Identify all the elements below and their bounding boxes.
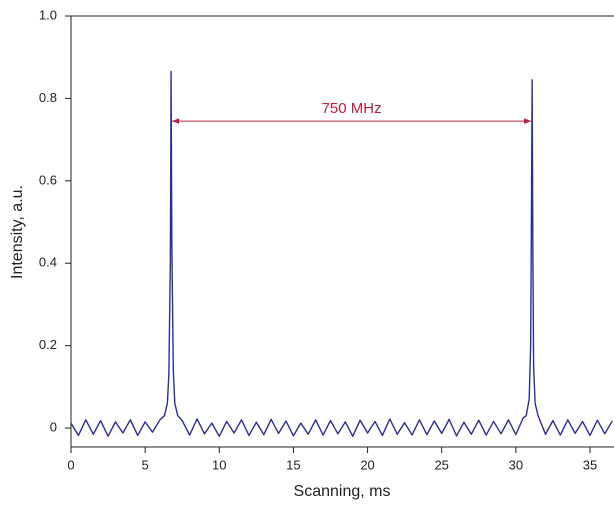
- x-tick-label: 15: [286, 457, 300, 472]
- y-tick-label: 0.6: [39, 172, 57, 187]
- y-tick-label: 0.4: [39, 255, 57, 270]
- x-tick-label: 10: [212, 457, 226, 472]
- x-tick-label: 20: [360, 457, 374, 472]
- y-axis-title: Intensity, a.u.: [9, 185, 26, 279]
- y-tick-label: 0.8: [39, 90, 57, 105]
- y-tick-label: 1.0: [39, 7, 57, 22]
- x-tick-label: 5: [142, 457, 149, 472]
- data-line: [70, 70, 613, 437]
- x-tick-label: 25: [434, 457, 448, 472]
- x-tick-label: 0: [67, 457, 74, 472]
- x-tick-label: 30: [509, 457, 523, 472]
- y-tick-label: 0: [50, 419, 57, 434]
- x-tick-label: 35: [583, 457, 597, 472]
- y-tick-label: 0.2: [39, 337, 57, 352]
- annotation-label: 750 MHz: [322, 100, 382, 117]
- x-axis-title: Scanning, ms: [294, 483, 391, 500]
